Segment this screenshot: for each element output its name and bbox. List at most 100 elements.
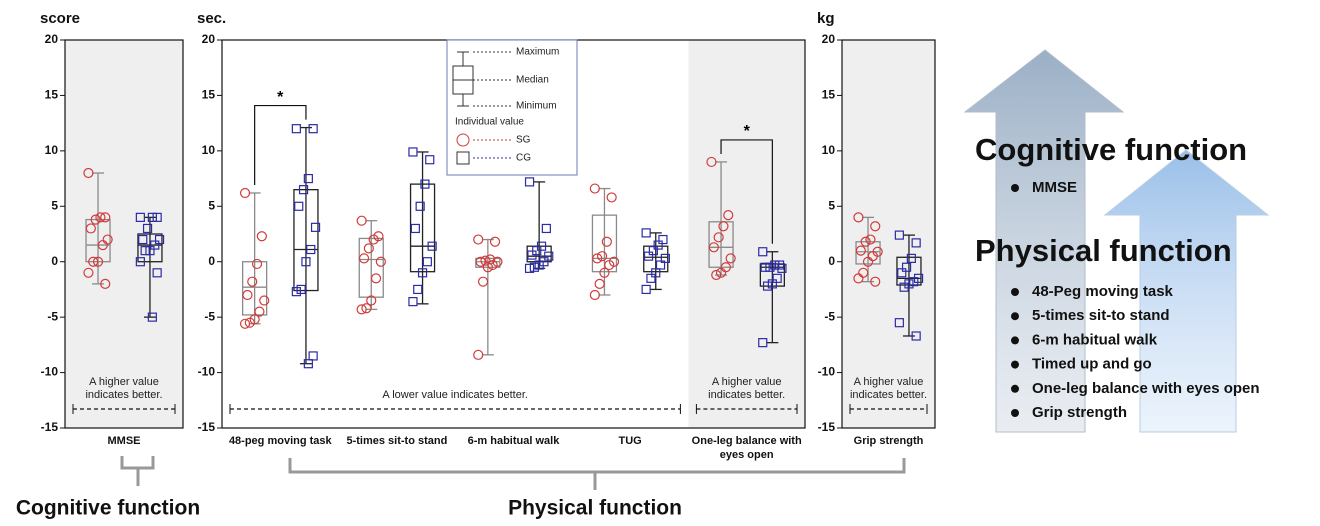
category-slot: 48-peg moving task [229, 435, 332, 447]
point [641, 284, 651, 295]
legend-marker [456, 133, 470, 147]
box [896, 256, 922, 286]
box [759, 263, 786, 287]
category-slot: Grip strength [854, 435, 924, 447]
y-tick-label: 20 [202, 32, 216, 46]
note-text: indicates better. [708, 389, 785, 401]
point [913, 273, 924, 283]
y-tick-label: -10 [41, 365, 59, 379]
point [254, 306, 265, 317]
point [897, 268, 907, 278]
plot-frame [841, 39, 936, 429]
point [140, 246, 150, 256]
point [477, 276, 489, 287]
bullet [1011, 184, 1019, 192]
point [589, 183, 600, 194]
point [291, 287, 301, 297]
point [244, 317, 255, 328]
point [774, 260, 785, 270]
point [308, 351, 318, 361]
y-tick-label: -10 [818, 365, 836, 379]
point [524, 177, 535, 187]
point [909, 277, 919, 287]
bracket-physical [288, 458, 906, 490]
point [417, 268, 428, 278]
point [718, 221, 729, 232]
point [247, 276, 258, 287]
point [301, 257, 311, 267]
point [589, 289, 600, 301]
point [413, 284, 423, 295]
point [147, 212, 157, 222]
summary-item: Grip strength [1032, 404, 1127, 421]
point [708, 242, 719, 253]
significance-bracket [254, 104, 307, 185]
point [541, 223, 551, 234]
y-tick-label: 15 [202, 88, 216, 102]
point [894, 230, 904, 240]
point [83, 167, 94, 179]
point [356, 304, 367, 315]
point [473, 349, 484, 360]
point [356, 215, 367, 226]
point [646, 273, 656, 283]
summary-heading: Cognitive function [975, 132, 1247, 167]
point [527, 250, 537, 260]
significance-bracket [720, 139, 773, 244]
category-slot: One-leg balance with eyes open [691, 435, 802, 461]
point [408, 147, 418, 157]
point [420, 179, 430, 189]
shade [65, 40, 183, 428]
point [489, 236, 501, 247]
point [658, 234, 668, 245]
point [534, 260, 544, 270]
point [862, 256, 874, 267]
point [601, 236, 612, 247]
point [855, 245, 866, 256]
point [88, 256, 99, 267]
y-tick-label: -5 [824, 309, 835, 323]
x-tick-label: 5-times sit-to stand [346, 435, 448, 447]
point [660, 253, 670, 263]
box [409, 183, 436, 273]
point [485, 254, 496, 265]
summary-heading: Physical function [975, 233, 1232, 268]
note-text: A higher value [712, 376, 782, 388]
axis-unit: kg [817, 10, 835, 27]
x-tick-label: MMSE [107, 435, 141, 447]
shade [688, 40, 805, 428]
point [706, 156, 717, 168]
point [138, 234, 148, 245]
summary-item: 6-m habitual walk [1032, 331, 1158, 348]
point [410, 223, 420, 234]
significance-label: * [744, 123, 751, 140]
point [291, 124, 301, 134]
point [422, 257, 432, 267]
point [480, 255, 491, 266]
point [772, 273, 782, 283]
point [92, 256, 104, 267]
bracket-cognitive [120, 456, 155, 486]
point [711, 269, 722, 281]
point [723, 210, 734, 221]
legend-box [446, 39, 578, 176]
x-tick-label: One-leg balance with eyes open [691, 435, 802, 461]
point [529, 262, 539, 272]
point [427, 241, 437, 251]
point [911, 331, 921, 341]
y-tick-label: -5 [47, 309, 58, 323]
point [762, 281, 773, 291]
note-text: A higher value [854, 376, 924, 388]
point [408, 297, 418, 307]
point [906, 253, 916, 263]
point [425, 155, 435, 165]
point [767, 279, 777, 289]
point [473, 234, 484, 245]
y-tick-label: -15 [41, 420, 59, 434]
bullet [1011, 336, 1019, 345]
point [95, 212, 106, 223]
point [242, 289, 253, 301]
point [770, 260, 780, 270]
point [147, 312, 157, 322]
